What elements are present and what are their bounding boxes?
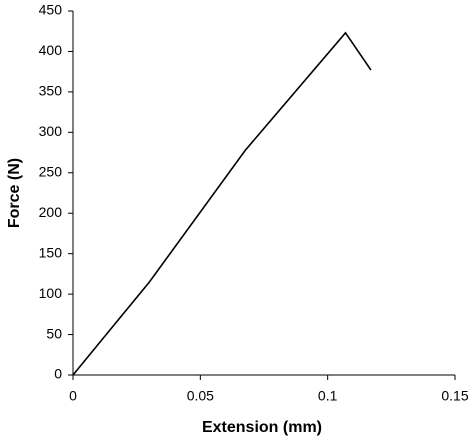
- y-tick-label: 450: [39, 2, 63, 18]
- y-tick-label: 0: [54, 366, 62, 382]
- x-tick-label: 0: [69, 388, 77, 404]
- x-tick-label: 0.05: [187, 388, 214, 404]
- x-tick-label: 0.1: [318, 388, 338, 404]
- y-tick-label: 300: [39, 123, 63, 139]
- x-tick-label: 0.15: [441, 388, 468, 404]
- line: [72, 31, 372, 376]
- y-tick-label: 200: [39, 204, 63, 220]
- y-tick-label: 50: [46, 325, 62, 341]
- y-axis-title: Force (N): [6, 158, 23, 228]
- y-tick-label: 150: [39, 244, 63, 260]
- y-tick-label: 250: [39, 163, 63, 179]
- y-tick-label: 350: [39, 83, 63, 99]
- y-tick-label: 400: [39, 42, 63, 58]
- x-axis-title: Extension (mm): [202, 419, 322, 436]
- y-tick-label: 100: [39, 285, 63, 301]
